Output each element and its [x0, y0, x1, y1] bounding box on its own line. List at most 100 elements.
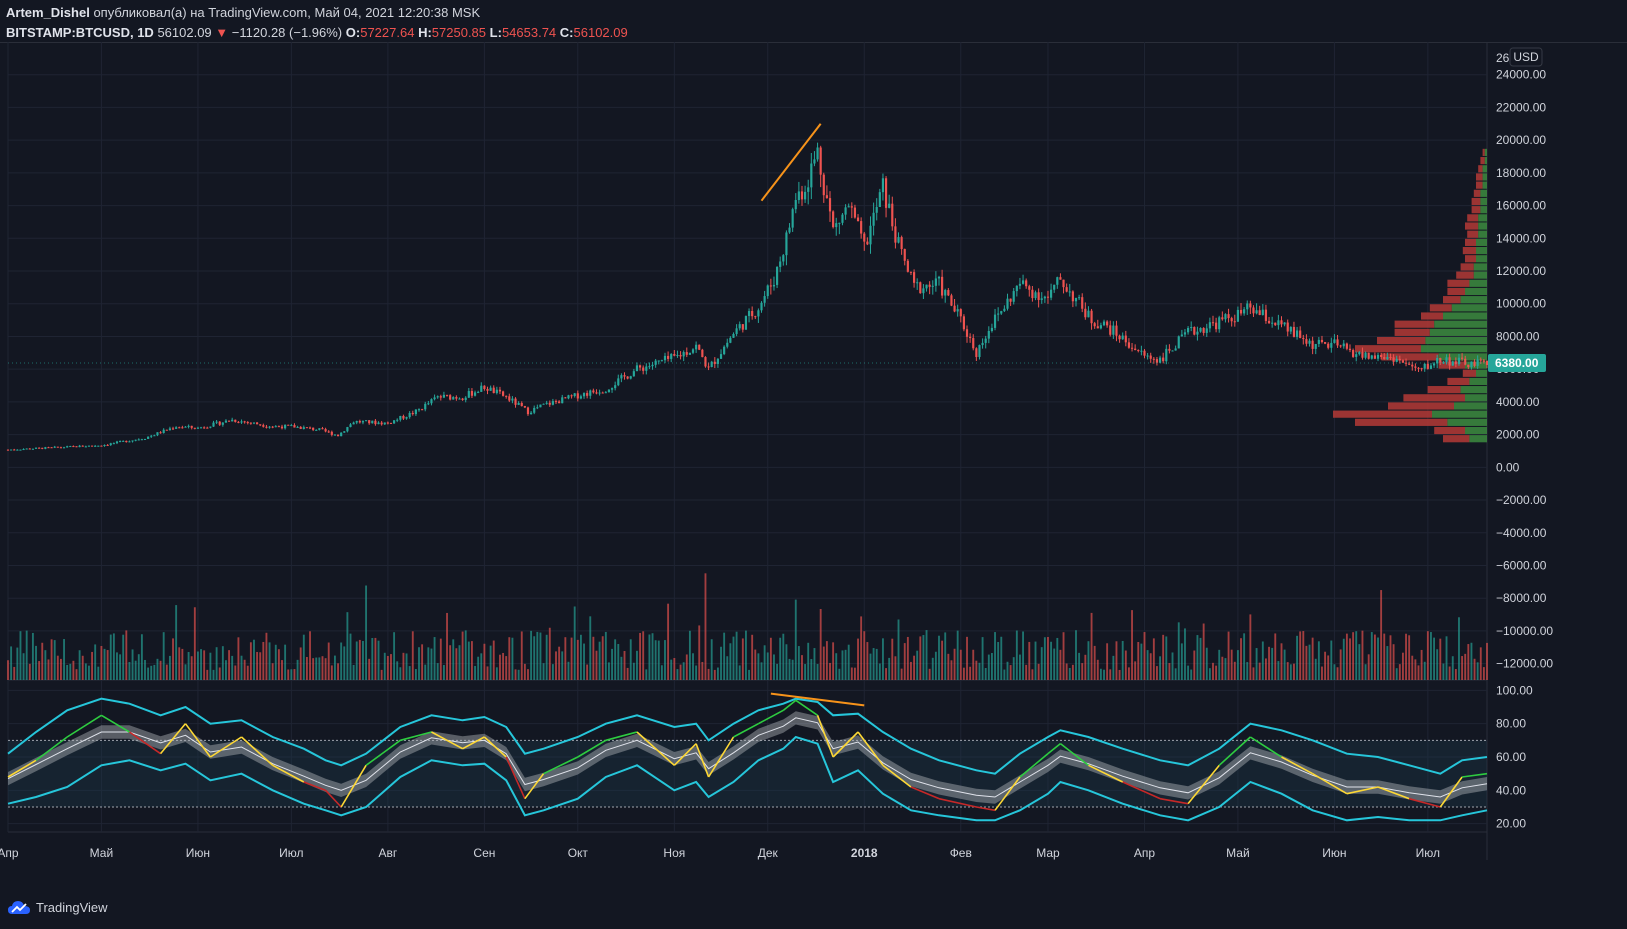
volume-bar — [1380, 590, 1383, 680]
price-change: −1120.28 (−1.96%) — [231, 25, 343, 40]
volume-bar — [720, 646, 722, 680]
volume-bar — [1314, 658, 1317, 680]
candle-body — [103, 444, 106, 446]
candle-body — [990, 327, 994, 332]
close-label: C: — [559, 25, 574, 40]
candle-body — [1376, 354, 1380, 359]
candle-body — [1224, 314, 1227, 320]
candle-body — [1106, 321, 1109, 326]
chart-canvas[interactable]: 24000.00 22000.00 20000.00 18000.00 16000.00… — [0, 0, 1627, 896]
candle-body — [486, 388, 489, 391]
rsi-segment — [795, 699, 819, 716]
candle-body — [84, 446, 87, 448]
candle-body — [1286, 322, 1289, 332]
volume-bar — [1321, 666, 1323, 680]
candle-body — [719, 354, 723, 359]
candle-body — [495, 389, 498, 394]
candle-body — [1476, 359, 1479, 366]
volume-bar — [1461, 656, 1464, 680]
candle-body — [417, 409, 421, 411]
volume-bar — [601, 636, 604, 680]
candle-body — [530, 412, 533, 415]
volume-bar — [1261, 641, 1264, 680]
candle-body — [112, 443, 115, 445]
volume-bar — [1196, 635, 1199, 680]
volume-bar — [698, 625, 701, 680]
rsi-segment — [832, 731, 859, 758]
candle-body — [788, 227, 791, 233]
candle-body — [28, 448, 31, 450]
volume-bar — [433, 637, 436, 680]
candle-body — [1423, 363, 1426, 369]
candle-body — [408, 412, 411, 418]
candle-body — [1454, 361, 1457, 365]
volume-bar — [140, 634, 143, 680]
volume-bar — [614, 639, 617, 680]
volume-bar — [271, 663, 274, 680]
candle-body — [673, 354, 676, 356]
volume-profile-up-bar — [1469, 377, 1487, 386]
price-tick-label: 14000.00 — [1496, 231, 1546, 245]
candle-body — [1485, 360, 1489, 365]
candle-body — [508, 396, 511, 401]
candle-body — [1112, 325, 1115, 335]
volume-bar — [1047, 636, 1049, 680]
current-price-badge — [1488, 353, 1546, 372]
candle-body — [414, 409, 417, 415]
volume-bar — [1473, 658, 1476, 680]
time-tick-label: Июл — [1416, 846, 1440, 860]
volume-bar — [897, 619, 900, 680]
volume-bar — [25, 630, 28, 680]
candle-body — [1249, 303, 1252, 308]
volume-bar — [446, 612, 448, 680]
symbol-label: BITSTAMP:BTCUSD, 1D — [6, 25, 154, 40]
volume-bar — [1299, 631, 1302, 680]
candle-body — [947, 290, 950, 296]
price-tick-label-top: 26 — [1496, 51, 1510, 65]
volume-bar — [561, 651, 564, 680]
volume-bar — [1019, 654, 1021, 680]
volume-profile-up-bar — [1482, 173, 1487, 181]
volume-bar — [200, 649, 202, 680]
candle-body — [13, 449, 16, 451]
candle-body — [477, 391, 480, 393]
volume-profile-up-bar — [1421, 345, 1487, 353]
candle-body — [962, 316, 965, 330]
candle-body — [1289, 326, 1292, 332]
volume-bar — [511, 637, 514, 680]
author-name[interactable]: Artem_Dishel — [6, 5, 90, 20]
candle-body — [881, 178, 885, 193]
tradingview-logo[interactable]: TradingView — [8, 900, 108, 915]
candle-body — [1031, 289, 1034, 299]
rsi-segment — [400, 731, 432, 742]
candle-body — [87, 445, 91, 447]
volume-bar — [1296, 635, 1298, 680]
candle-body — [358, 421, 361, 423]
candle-body — [645, 366, 648, 371]
volume-bar — [231, 655, 234, 680]
volume-profile-down-bar — [1447, 287, 1465, 296]
rsi-segment — [543, 756, 579, 775]
volume-bar — [1165, 636, 1168, 680]
volume-bar — [913, 655, 916, 680]
volume-bar — [349, 633, 352, 680]
candle-body — [807, 187, 810, 192]
volume-bar — [804, 664, 807, 680]
volume-bar — [1112, 655, 1115, 680]
rsi-segment — [994, 776, 1021, 811]
volume-bar — [1383, 633, 1386, 680]
volume-bar — [268, 642, 271, 680]
volume-bar — [1090, 612, 1093, 680]
low-value: 54653.74 — [501, 25, 557, 40]
volume-bar — [928, 668, 931, 680]
volume-bar — [639, 632, 642, 680]
candle-body — [704, 357, 707, 367]
candle-body — [592, 390, 595, 393]
candle-body — [554, 401, 558, 403]
candle-body — [318, 428, 321, 430]
volume-bar — [122, 634, 125, 680]
candle-body — [1230, 318, 1233, 322]
volume-bar — [81, 655, 84, 680]
rsi-mid-band — [8, 711, 1487, 804]
tradingview-brand: TradingView — [36, 900, 108, 915]
